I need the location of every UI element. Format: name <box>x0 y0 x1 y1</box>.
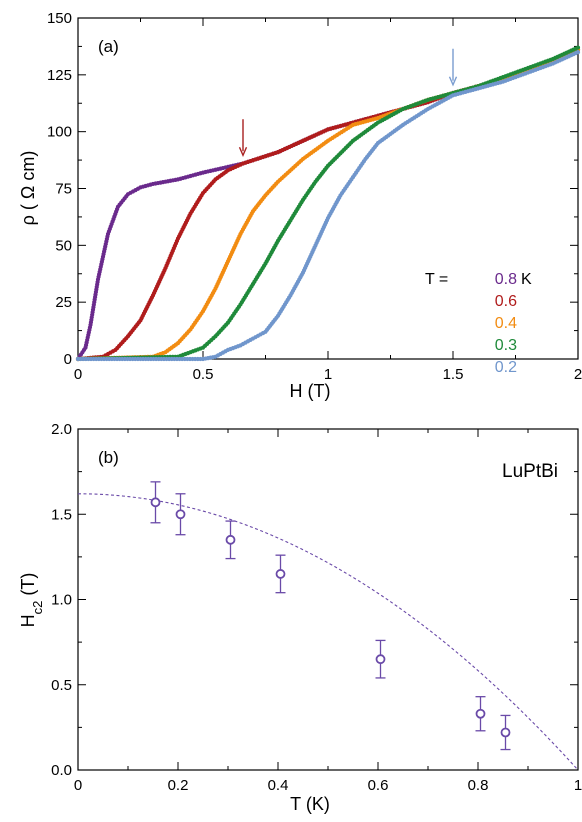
arrow-blue <box>448 48 458 87</box>
panel-a-arrows <box>238 48 458 157</box>
panel-b: 0 0.2 0.4 0.6 0.8 1 0.0 0.5 1.0 1.5 2.0 (b) LuPtBi… <box>18 421 582 814</box>
panel-a-label: (a) <box>98 37 119 56</box>
data-point <box>475 708 486 719</box>
hc2-point <box>150 481 161 524</box>
panel-a-xtick-label: 1.5 <box>443 366 464 383</box>
panel-b-xtick-label: 0.2 <box>168 777 189 794</box>
panel-a-ticks: 0 0.5 1 1.5 2 0 25 50 75 100 125 150 <box>47 10 582 383</box>
panel-a-ytick-label: 0 <box>64 351 72 368</box>
panel-b-xtick-label: 0.8 <box>468 777 489 794</box>
panel-b-points <box>150 481 511 751</box>
panel-a-xtick-label: 2 <box>574 366 582 383</box>
panel-b-xtick-label: 1 <box>574 777 582 794</box>
panel-a-xtick-label: 0.5 <box>193 366 214 383</box>
panel-a-xtick-label: 0 <box>74 366 82 383</box>
series-T-0.3 <box>75 45 581 362</box>
panel-b-ytick-label: 2.0 <box>51 421 72 438</box>
data-point <box>375 654 386 665</box>
hc2-point <box>275 554 286 594</box>
arrow-head <box>238 146 248 157</box>
data-point <box>150 497 161 508</box>
panel-b-ylabel: Hc2 (T) <box>18 573 45 628</box>
legend-entry-T-0.3: 0.3 <box>495 337 517 354</box>
panel-a-legend: T = K 0.8 0.6 0.4 0.3 0.2 <box>425 271 532 376</box>
panel-b-xtick-label: 0.6 <box>368 777 389 794</box>
series-T-0.2 <box>75 50 581 362</box>
data-point <box>275 569 286 579</box>
legend-prefix: T = <box>425 271 448 288</box>
arrow-head <box>448 76 458 87</box>
panel-a-ytick-label: 50 <box>55 237 72 254</box>
hc2-point <box>500 714 511 751</box>
hc2-point <box>225 520 236 560</box>
hc2-point <box>175 493 186 536</box>
panel-b-ylabel-unit: (T) <box>18 573 38 601</box>
panel-b-xlabel: T (K) <box>290 794 330 814</box>
panel-b-ticks: 0 0.2 0.4 0.6 0.8 1 0.0 0.5 1.0 1.5 2.0 <box>51 421 582 794</box>
panel-a-xlabel: H (T) <box>290 381 331 401</box>
panel-a-ytick-label: 25 <box>55 294 72 311</box>
panel-b-ytick-label: 0.5 <box>51 677 72 694</box>
legend-entry-T-0.2: 0.2 <box>495 359 517 376</box>
hc2-point <box>475 696 486 732</box>
panel-b-ytick-label: 1.0 <box>51 592 72 609</box>
panel-b-xtick-label: 0.4 <box>268 777 289 794</box>
panel-a-ytick-label: 100 <box>47 124 72 141</box>
data-point <box>225 534 236 545</box>
panel-b-fit <box>77 493 579 771</box>
legend-entry-T-0.4: 0.4 <box>495 315 517 332</box>
panel-b-ytick-label: 0.0 <box>51 762 72 779</box>
data-point <box>175 509 186 520</box>
panel-a-ylabel: ρ ( Ω cm) <box>18 151 38 226</box>
panel-b-title: LuPtBi <box>502 461 558 482</box>
arrow-red <box>238 119 248 157</box>
panel-a: 0 0.5 1 1.5 2 0 25 50 75 100 125 150 (a) H (T) ρ ( … <box>18 10 582 401</box>
data-point <box>575 45 581 50</box>
panel-a-ytick-label: 75 <box>55 181 72 198</box>
data-point <box>575 50 581 55</box>
panel-b-ytick-label: 1.5 <box>51 506 72 523</box>
legend-entry-T-0.6: 0.6 <box>495 293 517 310</box>
data-point <box>500 727 511 738</box>
panel-b-xtick-label: 0 <box>74 777 82 794</box>
legend-unit: K <box>521 271 532 288</box>
fit-curve <box>77 493 579 771</box>
panel-a-ytick-label: 125 <box>47 67 72 84</box>
panel-a-series <box>75 45 581 362</box>
panel-b-ylabel-main: H <box>18 614 38 627</box>
panel-a-ytick-label: 150 <box>47 10 72 27</box>
panel-b-ylabel-sub: c2 <box>30 601 45 615</box>
panel-b-label: (b) <box>98 448 119 467</box>
legend-entry-T-0.8: 0.8 <box>495 271 517 288</box>
panel-a-xtick-label: 1 <box>324 366 332 383</box>
hc2-point <box>375 639 386 679</box>
